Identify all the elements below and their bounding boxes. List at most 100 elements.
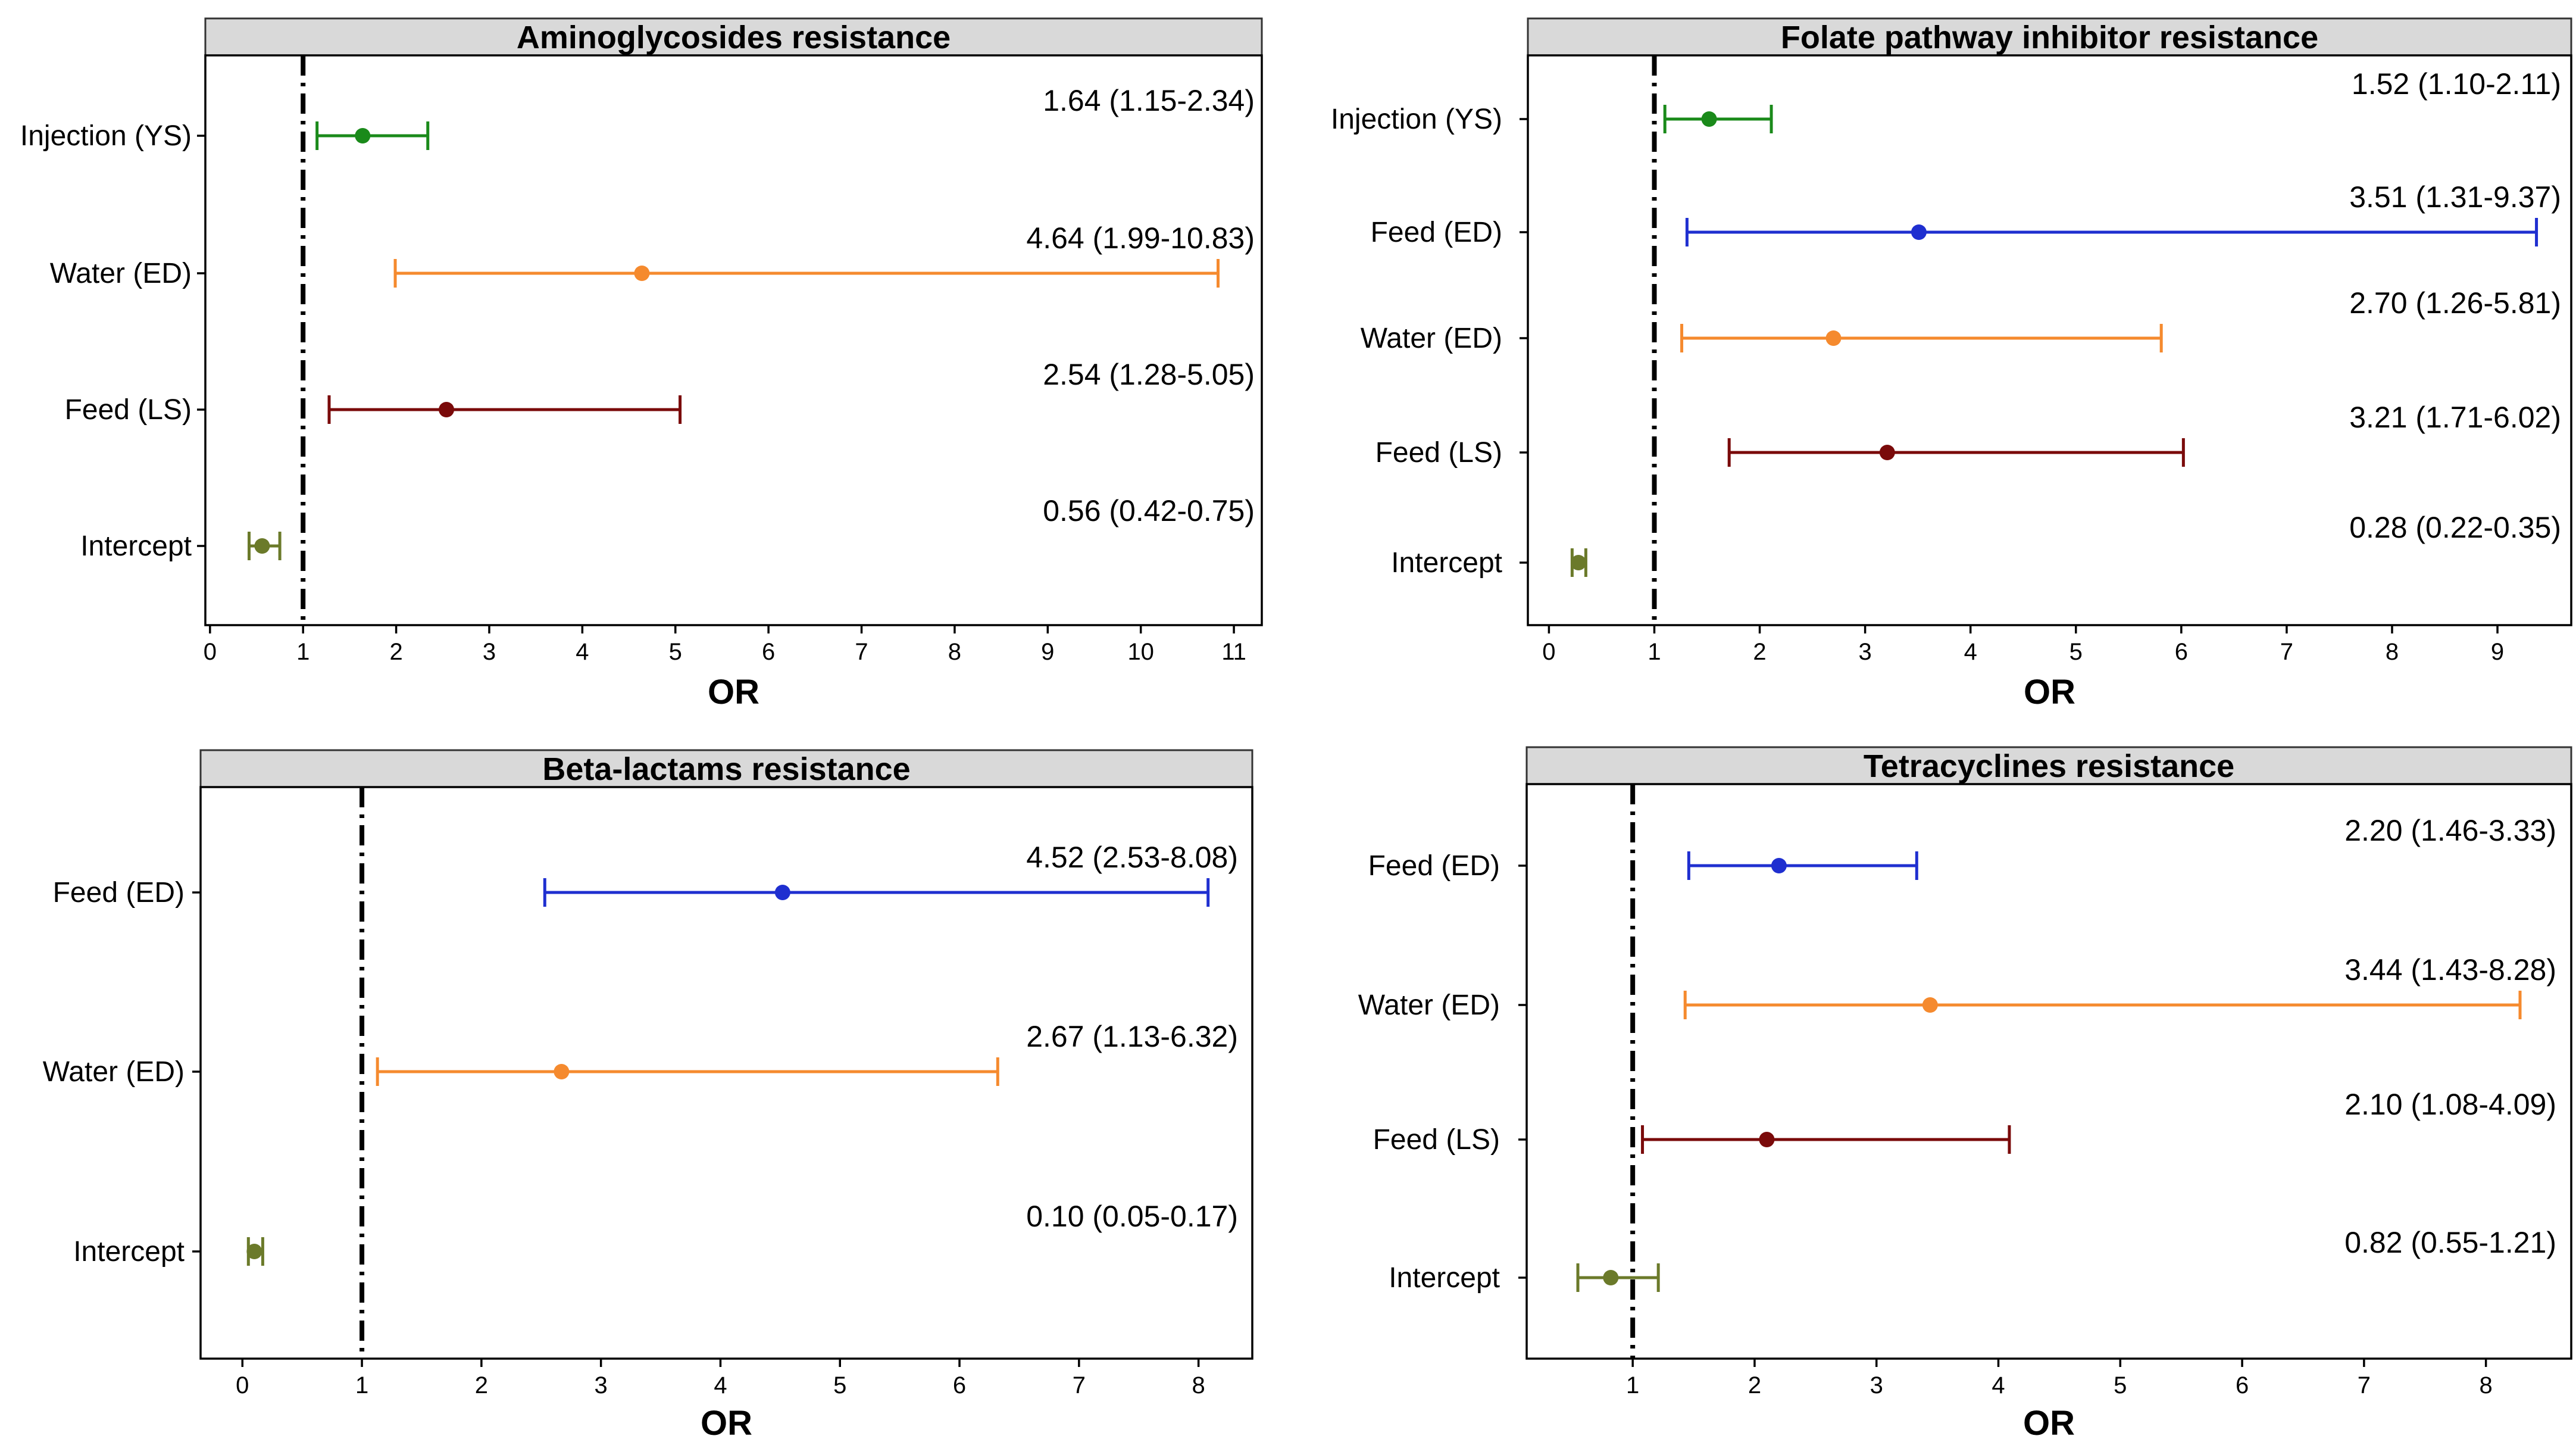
panel-title: Beta-lactams resistance [542,751,910,787]
or-point [1701,111,1717,127]
x-tick-label: 6 [953,1372,966,1399]
row-label: Feed (LS) [1373,1124,1500,1156]
or-point [1922,997,1938,1013]
forest-row: Intercept 0.82 (0.55-1.21) [1389,1226,2556,1294]
x-tick-label: 2 [1748,1372,1761,1399]
or-point [774,885,790,900]
panel-4: Tetracyclines resistance 1 2 3 4 5 6 7 8 OR Feed (… [1358,746,2572,1439]
x-tick-label: 11 [1221,639,1246,665]
or-annotation: 0.28 (0.22-0.35) [2349,511,2561,544]
or-point [554,1064,570,1079]
panel-title: Aminoglycosides resistance [517,20,951,55]
row-label: Intercept [1391,547,1502,579]
x-tick-label: 4 [576,639,589,665]
forest-row: Intercept 0.28 (0.22-0.35) [1391,511,2561,579]
x-tick-label: 4 [1992,1372,2005,1399]
panel-3: Beta-lactams resistance 0 1 2 3 4 5 6 7 8 OR Feed (… [43,749,1253,1439]
row-label: Feed (ED) [1371,217,1502,248]
x-tick-label: 6 [762,639,775,665]
forest-row: Feed (ED) 2.20 (1.46-3.33) [1368,814,2556,882]
x-tick-label: 4 [1964,639,1977,665]
x-tick-label: 3 [595,1372,608,1399]
x-tick-label: 0 [204,639,217,665]
or-annotation: 2.10 (1.08-4.09) [2344,1088,2556,1121]
panel-2: Folate pathway inhibitor resistance 0 1 2 3 4… [1331,17,2572,711]
x-tick-label: 4 [714,1372,727,1399]
x-tick-label: 8 [1192,1372,1205,1399]
row-label: Intercept [1389,1262,1500,1294]
forest-row: Feed (ED) 4.52 (2.53-8.08) [53,841,1238,909]
x-tick-label: 9 [2491,639,2504,665]
forest-row: Water (ED) 2.67 (1.13-6.32) [43,1020,1238,1088]
or-annotation: 3.51 (1.31-9.37) [2349,180,2561,214]
forest-row: Injection (YS) 1.64 (1.15-2.34) [20,84,1255,152]
or-point [1911,224,1927,240]
or-point [439,402,455,417]
row-label: Intercept [80,530,192,562]
x-tick-label: 5 [2114,1372,2127,1399]
or-point [1759,1132,1775,1147]
x-tick-label: 7 [1073,1372,1086,1399]
x-tick-label: 5 [669,639,682,665]
x-tick-label: 1 [1626,1372,1639,1399]
plot-border [1525,783,2572,1360]
panel-1: Aminoglycosides resistance 0 1 2 3 4 5 6 7 8 9 10 11… [20,17,1263,711]
x-tick-label: 10 [1127,639,1154,665]
x-tick-label: 8 [2480,1372,2493,1399]
or-annotation: 2.70 (1.26-5.81) [2349,286,2561,320]
row-label: Intercept [73,1236,185,1268]
x-tick-label: 7 [2280,639,2293,665]
plot-border [199,786,1253,1360]
x-axis-title: OR [701,1404,752,1439]
x-tick-label: 0 [1542,639,1555,665]
panel-strip [1527,17,2572,57]
x-tick-label: 1 [296,639,310,665]
row-label: Feed (ED) [53,877,185,909]
row-label: Water (ED) [50,258,192,289]
or-point [1825,330,1842,346]
forest-row: Feed (LS) 2.54 (1.28-5.05) [65,358,1255,426]
x-tick-label: 2 [389,639,402,665]
row-label: Water (ED) [1361,323,1502,354]
x-tick-label: 8 [2386,639,2399,665]
forest-row: Water (ED) 2.70 (1.26-5.81) [1361,286,2561,354]
x-tick-label: 2 [475,1372,488,1399]
or-point [254,538,270,554]
or-annotation: 3.44 (1.43-8.28) [2344,953,2556,987]
panel-strip [199,749,1253,788]
or-annotation: 4.52 (2.53-8.08) [1026,841,1238,874]
or-annotation: 2.20 (1.46-3.33) [2344,814,2556,847]
x-axis-title: OR [2023,1404,2075,1439]
panel-title: Tetracyclines resistance [1864,748,2234,784]
or-annotation: 0.10 (0.05-0.17) [1026,1200,1238,1233]
panel-title: Folate pathway inhibitor resistance [1781,20,2318,55]
x-axis-title: OR [2024,673,2075,711]
or-annotation: 0.56 (0.42-0.75) [1043,494,1255,527]
row-label: Feed (LS) [65,394,192,426]
forest-row: Feed (LS) 3.21 (1.71-6.02) [1375,401,2561,469]
row-label: Water (ED) [1358,989,1500,1021]
forest-row: Intercept 0.56 (0.42-0.75) [80,494,1255,562]
forest-row: Feed (LS) 2.10 (1.08-4.09) [1373,1088,2556,1156]
x-tick-label: 5 [833,1372,846,1399]
plot-border [204,54,1263,626]
or-point [1771,858,1787,873]
row-label: Feed (ED) [1368,850,1500,882]
or-point [1879,445,1895,460]
forest-row: Water (ED) 3.44 (1.43-8.28) [1358,953,2556,1021]
or-annotation: 2.54 (1.28-5.05) [1043,358,1255,391]
row-label: Water (ED) [43,1056,185,1088]
x-axis-title: OR [708,673,759,711]
forest-row: Intercept 0.10 (0.05-0.17) [73,1200,1238,1268]
or-annotation: 1.52 (1.10-2.11) [2352,67,2561,101]
or-annotation: 0.82 (0.55-1.21) [2344,1226,2556,1259]
or-annotation: 4.64 (1.99-10.83) [1026,221,1255,255]
x-tick-label: 1 [355,1372,368,1399]
or-annotation: 2.67 (1.13-6.32) [1026,1020,1238,1053]
row-label: Injection (YS) [1331,104,1502,135]
x-tick-label: 9 [1041,639,1054,665]
x-tick-label: 3 [483,639,496,665]
x-tick-label: 3 [1870,1372,1883,1399]
panel-strip [204,17,1263,57]
